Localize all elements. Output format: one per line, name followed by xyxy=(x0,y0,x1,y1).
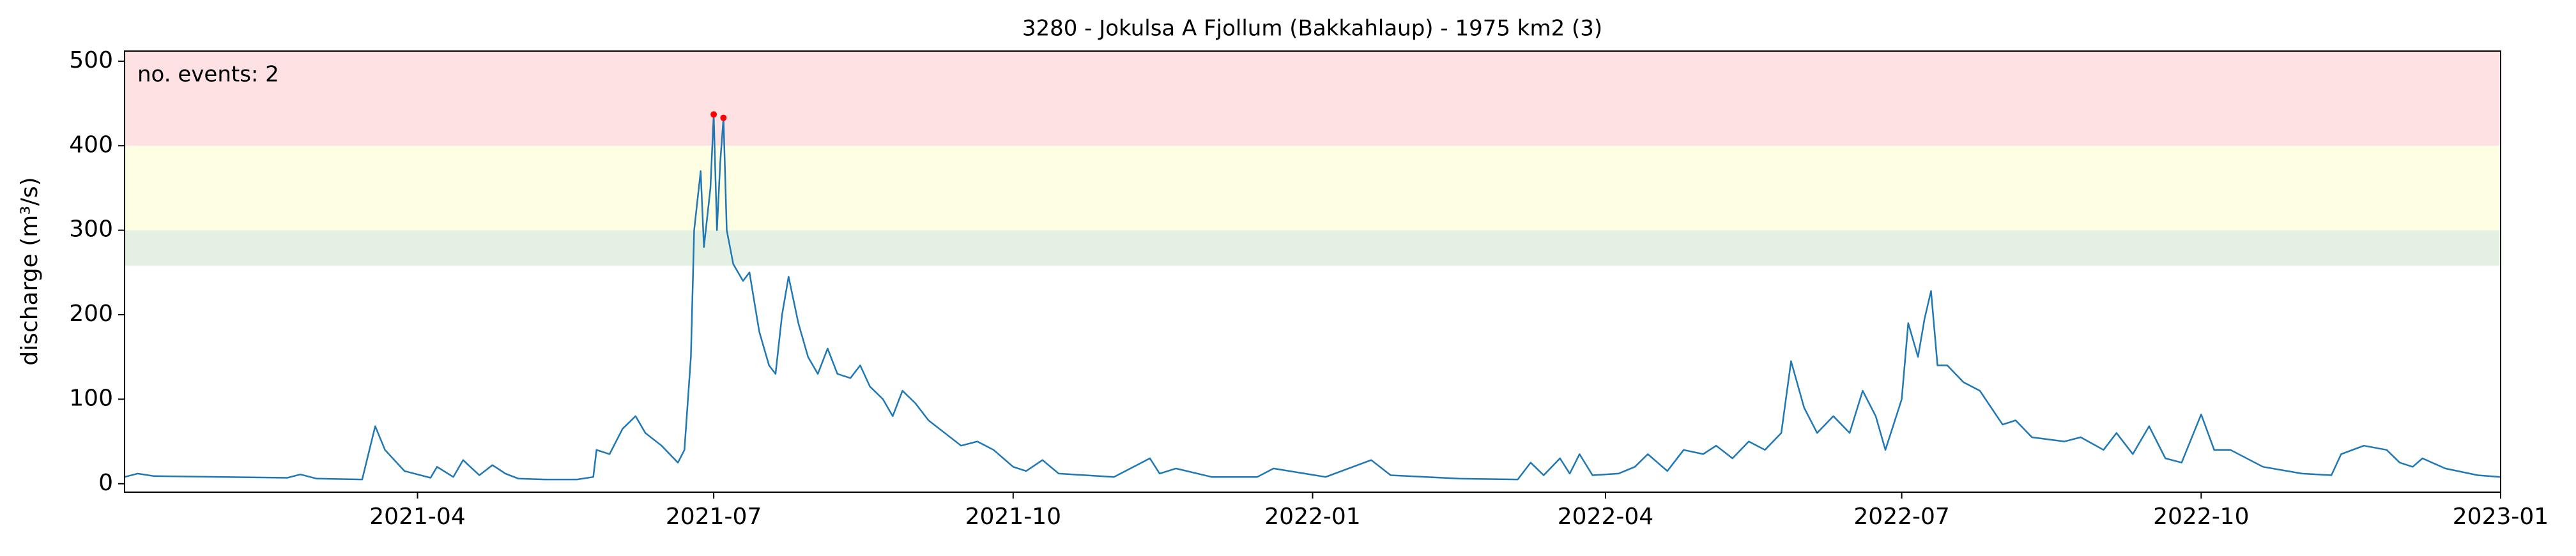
x-tick-label: 2021-04 xyxy=(369,504,465,530)
y-tick-label: 400 xyxy=(69,131,113,158)
annotation: no. events: 2 xyxy=(137,62,279,87)
y-tick-label: 500 xyxy=(69,47,113,73)
y-tick-label: 200 xyxy=(69,301,113,327)
series-line xyxy=(124,114,2501,481)
x-tick-label: 2022-10 xyxy=(2153,504,2249,530)
y-axis-label: discharge (m³/s) xyxy=(17,177,43,365)
event-marker xyxy=(710,111,717,118)
threshold-band xyxy=(125,51,2501,146)
x-tick-label: 2022-07 xyxy=(1853,504,1949,530)
x-tick-label: 2022-01 xyxy=(1264,504,1360,530)
x-tick-label: 2023-01 xyxy=(2453,504,2549,530)
y-tick-label: 300 xyxy=(69,216,113,243)
threshold-band xyxy=(125,146,2501,230)
x-tick-label: 2021-07 xyxy=(666,504,762,530)
y-tick-label: 100 xyxy=(69,385,113,411)
threshold-band xyxy=(125,230,2501,266)
y-tick-label: 0 xyxy=(98,470,113,496)
chart-title: 3280 - Jokulsa A Fjollum (Bakkahlaup) - … xyxy=(1022,16,1602,41)
x-tick-label: 2022-04 xyxy=(1558,504,1653,530)
x-tick-label: 2021-10 xyxy=(965,504,1061,530)
event-marker xyxy=(720,114,727,121)
plot-frame xyxy=(124,50,2501,493)
